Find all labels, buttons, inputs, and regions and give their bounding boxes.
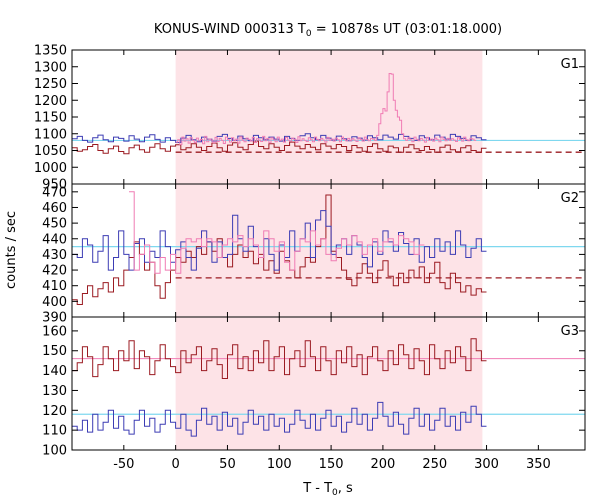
g2-y-tick-label: 440 (42, 232, 67, 247)
x-tick-label: -50 (113, 457, 134, 472)
g3-series-blue-1 (72, 401, 487, 437)
g1-y-tick-label: 1250 (34, 77, 67, 92)
g2-series-pink-2 (129, 191, 425, 274)
g1-y-tick-label: 1000 (34, 161, 67, 176)
highlight-interval (175, 50, 483, 450)
g3-y-tick-label: 160 (42, 324, 67, 339)
g3-y-tick-label: 130 (42, 384, 67, 399)
g2-y-tick-label: 430 (42, 248, 67, 263)
g2-y-tick-label: 400 (42, 295, 67, 310)
g3-panel-frame (71, 316, 586, 451)
x-tick-label: 300 (474, 457, 499, 472)
x-tick-label: 350 (526, 457, 551, 472)
g2-panel-label: G2 (561, 191, 579, 206)
g2-y-tick-label: 420 (42, 264, 67, 279)
g3-y-tick-label: 110 (42, 424, 67, 439)
g2-y-tick-label: 410 (42, 279, 67, 294)
x-axis-label-main: T - T (302, 481, 332, 496)
g1-panel-label: G1 (561, 57, 579, 72)
chart-title-sub: 0 (306, 29, 312, 39)
g3-y-tick-label: 150 (42, 344, 67, 359)
g2-y-tick-label: 390 (42, 311, 67, 326)
x-tick-label: 200 (370, 457, 395, 472)
g2-series-blue-1 (72, 210, 487, 271)
g1-y-tick-label: 1150 (34, 111, 67, 126)
g2-y-tick-label: 460 (42, 201, 67, 216)
g3-panel-label: G3 (561, 324, 579, 339)
plot-area: 95010001050110011501200125013001350G1390… (34, 44, 586, 472)
g1-series-pink-2 (175, 73, 477, 145)
g1-y-tick-label: 1350 (34, 44, 67, 59)
chart-title-main: KONUS-WIND 000313 T (154, 22, 306, 37)
g1-y-tick-label: 1200 (34, 94, 67, 109)
g1-y-tick-label: 1300 (34, 60, 67, 75)
x-tick-label: 250 (422, 457, 447, 472)
y-axis-label: counts / sec (4, 211, 19, 289)
g1-y-tick-label: 1100 (34, 127, 67, 142)
g2-y-tick-label: 450 (42, 217, 67, 232)
x-axis-label: T - T0, s (302, 481, 353, 498)
x-tick-label: 150 (319, 457, 344, 472)
g2-y-tick-label: 470 (42, 185, 67, 200)
chart-title-rest: = 10878s UT (03:01:18.000) (312, 22, 502, 37)
g1-y-tick-label: 950 (42, 178, 67, 193)
g1-series-dark_red-0 (72, 140, 487, 155)
x-tick-label: 100 (267, 457, 292, 472)
g3-y-tick-label: 140 (42, 364, 67, 379)
g3-y-tick-label: 100 (42, 444, 67, 459)
chart-title: KONUS-WIND 000313 T0 = 10878s UT (03:01:… (154, 22, 502, 39)
x-tick-label: 50 (219, 457, 236, 472)
g1-y-tick-label: 1050 (34, 144, 67, 159)
x-tick-label: 0 (171, 457, 179, 472)
g3-series-dark_red-0 (72, 338, 487, 379)
g3-y-tick-label: 120 (42, 404, 67, 419)
x-axis-label-rest: , s (338, 481, 353, 496)
x-axis-label-sub: 0 (332, 488, 338, 498)
